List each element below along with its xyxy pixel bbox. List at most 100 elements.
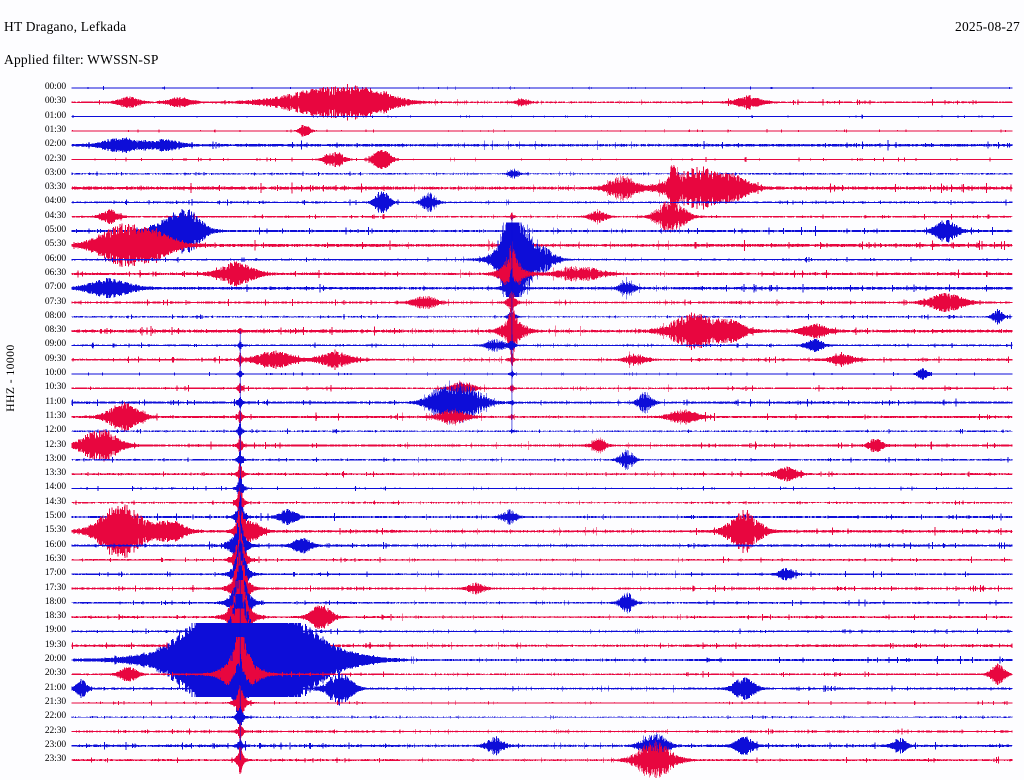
time-tick-label: 20:00 bbox=[44, 654, 66, 664]
seismic-trace bbox=[71, 125, 1013, 137]
time-tick-label: 04:30 bbox=[44, 210, 66, 221]
seismic-trace bbox=[71, 291, 1013, 314]
seismic-trace bbox=[71, 509, 1013, 582]
time-tick-label: 08:30 bbox=[44, 325, 66, 336]
time-tick-label: 12:30 bbox=[44, 439, 66, 450]
time-tick-label: 14:00 bbox=[44, 482, 66, 493]
time-tick-label: 11:30 bbox=[45, 410, 66, 421]
time-tick-label: 01:00 bbox=[44, 110, 66, 121]
time-tick-label: 18:30 bbox=[44, 611, 66, 622]
seismic-trace bbox=[71, 525, 1013, 595]
time-tick-label: 18:00 bbox=[44, 596, 66, 607]
seismic-trace bbox=[71, 706, 1013, 728]
seismic-trace bbox=[71, 114, 1013, 119]
time-tick-label: 19:00 bbox=[44, 625, 66, 636]
seismic-trace bbox=[71, 149, 1013, 170]
time-tick-label: 07:30 bbox=[44, 296, 66, 307]
time-tick-label: 03:30 bbox=[44, 182, 66, 193]
seismic-trace bbox=[71, 401, 1013, 432]
time-tick-label: 16:00 bbox=[44, 539, 66, 550]
time-tick-label: 19:30 bbox=[44, 639, 66, 650]
time-tick-label: 21:00 bbox=[44, 682, 66, 693]
filter-label: Applied filter: WWSSN-SP bbox=[4, 52, 159, 67]
seismic-trace bbox=[71, 637, 1013, 712]
seismic-trace bbox=[71, 732, 1013, 760]
time-tick-label: 05:30 bbox=[44, 239, 66, 250]
seismic-trace bbox=[71, 722, 1013, 741]
seismic-trace bbox=[71, 685, 1013, 721]
time-tick-label: 10:00 bbox=[44, 368, 66, 378]
seismic-trace bbox=[71, 367, 1013, 381]
seismic-trace bbox=[71, 463, 1013, 486]
seismic-trace bbox=[71, 308, 1013, 326]
seismic-trace bbox=[71, 504, 1013, 559]
seismic-trace bbox=[71, 164, 1013, 212]
time-tick-label: 14:30 bbox=[44, 496, 66, 507]
seismic-trace bbox=[71, 267, 1013, 309]
time-tick-label: 00:00 bbox=[44, 82, 66, 92]
time-tick-label: 22:30 bbox=[44, 725, 66, 736]
seismic-trace bbox=[71, 495, 1013, 539]
time-tick-label: 17:30 bbox=[44, 582, 66, 593]
time-tick-label: 10:30 bbox=[44, 382, 66, 393]
seismic-trace bbox=[71, 380, 1013, 397]
record-date: 2025-08-27 bbox=[955, 19, 1020, 34]
seismic-trace bbox=[71, 653, 1013, 724]
time-tick-label: 21:30 bbox=[44, 696, 66, 707]
time-tick-label: 06:00 bbox=[44, 253, 66, 264]
seismic-trace bbox=[71, 222, 1013, 297]
seismic-trace bbox=[71, 191, 1013, 214]
seismic-trace bbox=[71, 622, 1013, 698]
seismic-trace bbox=[71, 422, 1013, 441]
time-tick-label: 08:00 bbox=[44, 310, 66, 321]
seismic-trace bbox=[71, 349, 1013, 371]
time-tick-label: 15:00 bbox=[44, 511, 66, 521]
time-tick-label: 22:00 bbox=[44, 711, 66, 722]
seismic-trace bbox=[71, 241, 1013, 307]
time-tick-label: 11:00 bbox=[45, 396, 66, 407]
seismic-trace bbox=[71, 565, 1013, 640]
seismic-trace bbox=[71, 476, 1013, 501]
time-tick-label: 23:30 bbox=[44, 754, 66, 765]
seismic-trace bbox=[71, 429, 1013, 462]
seismic-trace bbox=[71, 540, 1013, 608]
seismic-trace bbox=[71, 208, 1013, 254]
seismic-trace bbox=[71, 200, 1013, 234]
seismic-trace bbox=[71, 740, 1013, 778]
time-tick-label: 06:30 bbox=[44, 267, 66, 278]
trace-canvas bbox=[71, 84, 1013, 778]
time-tick-label: 17:00 bbox=[44, 568, 66, 579]
seismic-trace bbox=[71, 579, 1013, 655]
time-tick-label: 15:30 bbox=[44, 525, 66, 536]
seismic-trace bbox=[71, 86, 1013, 90]
time-tick-label: 02:30 bbox=[44, 153, 66, 164]
time-tick-label: 13:30 bbox=[44, 468, 66, 479]
seismic-trace bbox=[71, 551, 1013, 626]
seismic-trace bbox=[71, 487, 1013, 518]
page-title: HT Dragano, Lefkada bbox=[4, 19, 127, 34]
seismic-trace bbox=[71, 223, 1013, 267]
seismic-trace bbox=[71, 297, 1013, 365]
time-tick-label: 03:00 bbox=[44, 167, 66, 178]
seismic-trace bbox=[71, 449, 1013, 470]
time-tick-label: 12:00 bbox=[44, 425, 66, 436]
time-tick-label: 13:00 bbox=[44, 453, 66, 464]
time-tick-label: 02:00 bbox=[44, 139, 66, 150]
time-tick-label: 01:30 bbox=[44, 124, 66, 135]
time-tick-label: 20:30 bbox=[44, 668, 66, 679]
time-tick-label: 09:30 bbox=[44, 353, 66, 364]
time-tick-label: 16:30 bbox=[44, 553, 66, 564]
time-tick-label: 07:00 bbox=[44, 282, 66, 293]
time-tick-label: 09:00 bbox=[44, 339, 66, 350]
seismic-trace bbox=[71, 137, 1013, 153]
helicorder-plot: 00:00 00:30 01:00 01:30 02:00 02:30 03:00 03:30… bbox=[0, 78, 1024, 778]
time-tick-label: 05:00 bbox=[44, 225, 66, 235]
seismic-trace bbox=[71, 168, 1013, 179]
time-tick-label: 23:00 bbox=[44, 739, 66, 750]
time-tick-label: 04:00 bbox=[44, 196, 66, 207]
seismic-trace bbox=[71, 380, 1013, 425]
time-tick-label: 00:30 bbox=[44, 96, 66, 107]
seismic-trace bbox=[71, 84, 1013, 121]
seismic-trace bbox=[71, 334, 1013, 357]
